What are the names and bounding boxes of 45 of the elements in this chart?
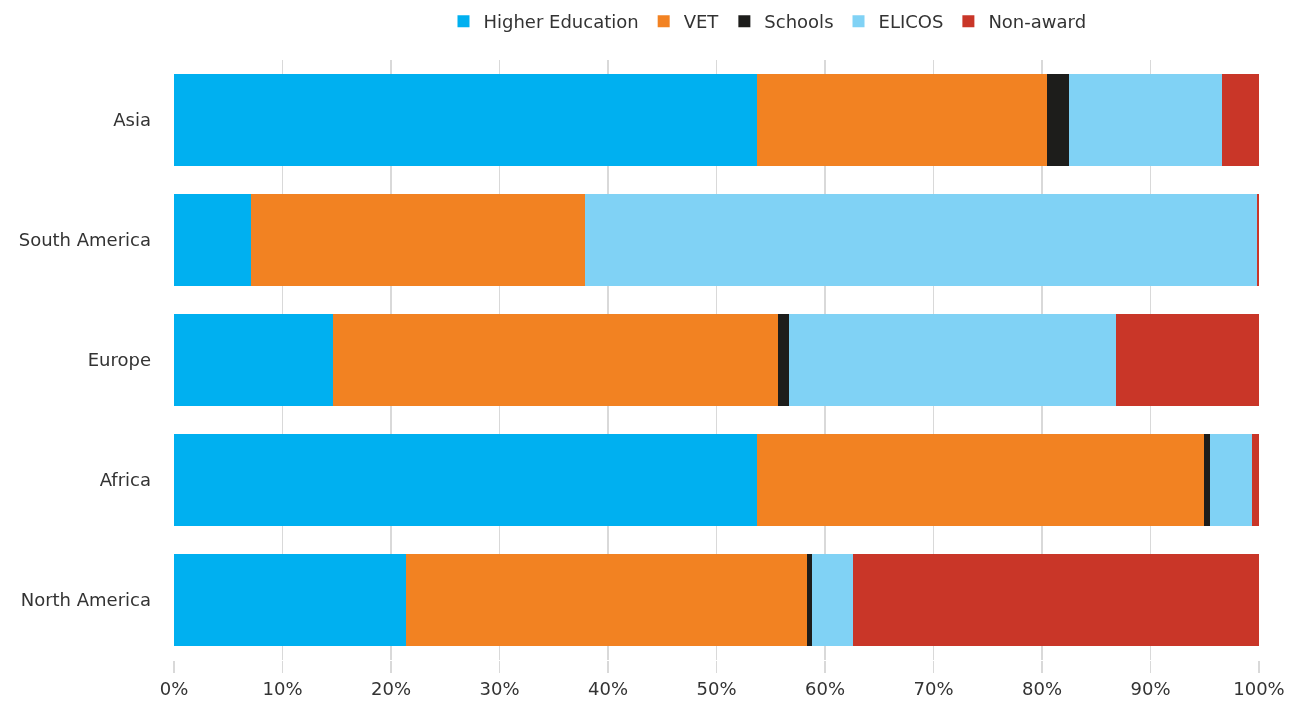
x-tick-label: 10% <box>262 677 303 699</box>
bar <box>853 553 1259 647</box>
bar <box>174 193 252 287</box>
legend-label: Schools <box>764 11 834 33</box>
y-tick-label: Asia <box>113 109 151 131</box>
bar <box>1203 433 1211 527</box>
bar <box>585 193 1257 287</box>
y-tick-label: South America <box>18 229 151 251</box>
legend-label: Non-award <box>988 11 1087 33</box>
bar <box>174 433 757 527</box>
bar <box>811 553 854 647</box>
bar <box>1222 73 1259 167</box>
x-tick-label: 40% <box>587 677 629 699</box>
bar <box>174 553 407 647</box>
x-tick-label: 90% <box>1130 677 1171 699</box>
bar <box>1115 313 1259 407</box>
x-tick-label: 70% <box>913 677 954 699</box>
bar <box>174 313 334 407</box>
x-tick-label: 60% <box>804 677 846 699</box>
bar <box>806 553 812 647</box>
bar <box>756 73 1048 167</box>
bar <box>1069 73 1223 167</box>
bar <box>778 313 790 407</box>
bar <box>333 313 779 407</box>
x-tick-label: 50% <box>696 677 737 699</box>
bar <box>789 313 1116 407</box>
bar <box>174 73 757 167</box>
x-tick-label: 0% <box>159 677 189 699</box>
x-tick-label: 20% <box>370 677 412 699</box>
legend-label: Higher Education <box>483 11 639 33</box>
bar <box>1256 193 1259 287</box>
bar <box>1210 433 1253 527</box>
bar <box>406 553 807 647</box>
x-tick-label: 100% <box>1233 677 1285 699</box>
bar <box>1252 433 1259 527</box>
legend-label: VET <box>683 11 720 33</box>
legend-label: ELICOS <box>878 11 944 33</box>
bar <box>756 433 1204 527</box>
y-tick-label: Africa <box>99 469 151 491</box>
bar <box>1047 73 1070 167</box>
bar <box>251 193 586 287</box>
x-tick-label: 80% <box>1021 677 1063 699</box>
y-tick-label: Europe <box>87 349 151 371</box>
y-tick-label: North America <box>20 589 151 611</box>
x-tick-label: 30% <box>479 677 520 699</box>
